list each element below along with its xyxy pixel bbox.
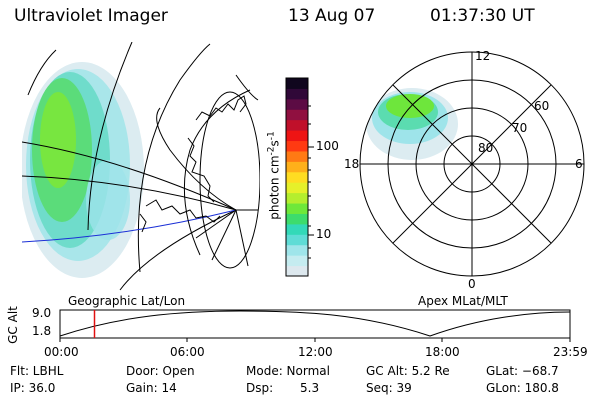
polar-label-18: 18 <box>344 157 359 171</box>
colorbar-segment <box>286 203 308 214</box>
info-seq: Seq: 39 <box>366 381 412 395</box>
info-glon: GLon: 180.8 <box>486 381 559 395</box>
info-door: Door: Open <box>126 364 195 378</box>
colorbar-segment <box>286 213 308 225</box>
timeline-ytick-bottom: 1.8 <box>32 324 52 338</box>
info-filter: Flt: LBHL <box>10 364 64 378</box>
info-ip: IP: 36.0 <box>10 381 56 395</box>
colorbar-segment <box>286 130 308 142</box>
polar-grid <box>359 51 585 277</box>
app-title: Ultraviolet Imager <box>14 6 168 26</box>
date-label: 13 Aug 07 <box>288 6 376 26</box>
left-coastlines <box>139 95 247 233</box>
timeline-xtick-0000: 00:00 <box>44 345 79 359</box>
polar-aurora-emission <box>366 88 458 160</box>
info-dsp-value: 5.3 <box>300 381 320 395</box>
polar-label-60: 60 <box>534 99 549 113</box>
timeline-xtick-0600: 06:00 <box>170 345 205 359</box>
colorbar-segment <box>286 234 308 246</box>
colorbar-segment <box>286 265 308 277</box>
timeline-ytick-top: 9.0 <box>32 306 52 320</box>
timeline-frame <box>59 309 571 339</box>
timeline-xtick-1800: 18:00 <box>425 345 460 359</box>
colorbar-segment <box>286 171 308 183</box>
colorbar-segment <box>286 223 308 235</box>
colorbar-segment <box>286 98 308 110</box>
timeline-altitude-curve <box>59 310 571 337</box>
timeline-x-ticks <box>59 338 571 342</box>
colorbar-label-100: 100 <box>316 139 339 153</box>
colorbar-segment <box>286 255 308 267</box>
timeline-xtick-1200: 12:00 <box>298 345 333 359</box>
polar-label-0: 0 <box>468 277 476 291</box>
info-gc-alt: GC Alt: 5.2 Re <box>366 364 450 378</box>
colorbar-segment <box>286 109 308 121</box>
timeline-ylabel: GC Alt <box>5 306 20 344</box>
timeline-xtick-2359: 23:59 <box>553 345 588 359</box>
colorbar-segment <box>286 150 308 162</box>
colorbar-segment <box>286 78 308 89</box>
time-label: 01:37:30 UT <box>430 6 535 26</box>
colorbar-segment <box>286 192 308 204</box>
colorbar-segment <box>286 119 308 131</box>
info-dsp-label: Dsp: <box>246 381 274 395</box>
info-gain: Gain: 14 <box>126 381 177 395</box>
polar-label-70: 70 <box>512 121 527 135</box>
left-map-caption: Geographic Lat/Lon <box>68 294 186 308</box>
colorbar-label-10: 10 <box>316 227 332 241</box>
colorbar-segment <box>286 244 308 256</box>
colorbar-segment <box>286 88 308 100</box>
colorbar-gradient <box>286 78 308 277</box>
colorbar-segment <box>286 182 308 194</box>
left-graticule <box>22 42 260 291</box>
colorbar-segment <box>286 140 308 152</box>
polar-label-12: 12 <box>475 49 490 63</box>
colorbar-segment <box>286 161 308 173</box>
polar-label-80: 80 <box>478 141 493 155</box>
info-mode: Mode: Normal <box>246 364 330 378</box>
info-glat: GLat: −68.7 <box>486 364 559 378</box>
polar-label-6: 6 <box>575 157 583 171</box>
colorbar <box>285 77 314 277</box>
right-map-caption: Apex MLat/MLT <box>418 294 508 308</box>
